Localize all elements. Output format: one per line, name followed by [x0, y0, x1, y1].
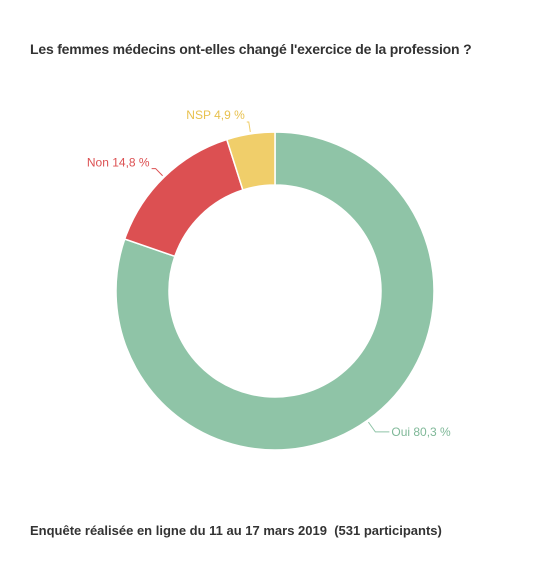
label-connector-non	[151, 168, 163, 177]
donut-slice-oui[interactable]	[115, 131, 435, 451]
chart-title: Les femmes médecins ont-elles changé l'e…	[30, 41, 472, 57]
donut-slice-nsp[interactable]	[226, 131, 276, 191]
label-connector-oui	[367, 421, 390, 433]
chart-footnote: Enquête réalisée en ligne du 11 au 17 ma…	[30, 523, 442, 538]
label-connector-nsp	[246, 121, 251, 132]
slice-label-non: Non 14,8 %	[87, 156, 150, 170]
connectors-layer	[151, 121, 390, 433]
slice-label-nsp: NSP 4,9 %	[186, 108, 245, 122]
labels-layer: Oui 80,3 % Non 14,8 % NSP 4,9 %	[87, 108, 451, 439]
slices-layer	[115, 131, 435, 451]
slice-label-oui: Oui 80,3 %	[391, 425, 451, 439]
